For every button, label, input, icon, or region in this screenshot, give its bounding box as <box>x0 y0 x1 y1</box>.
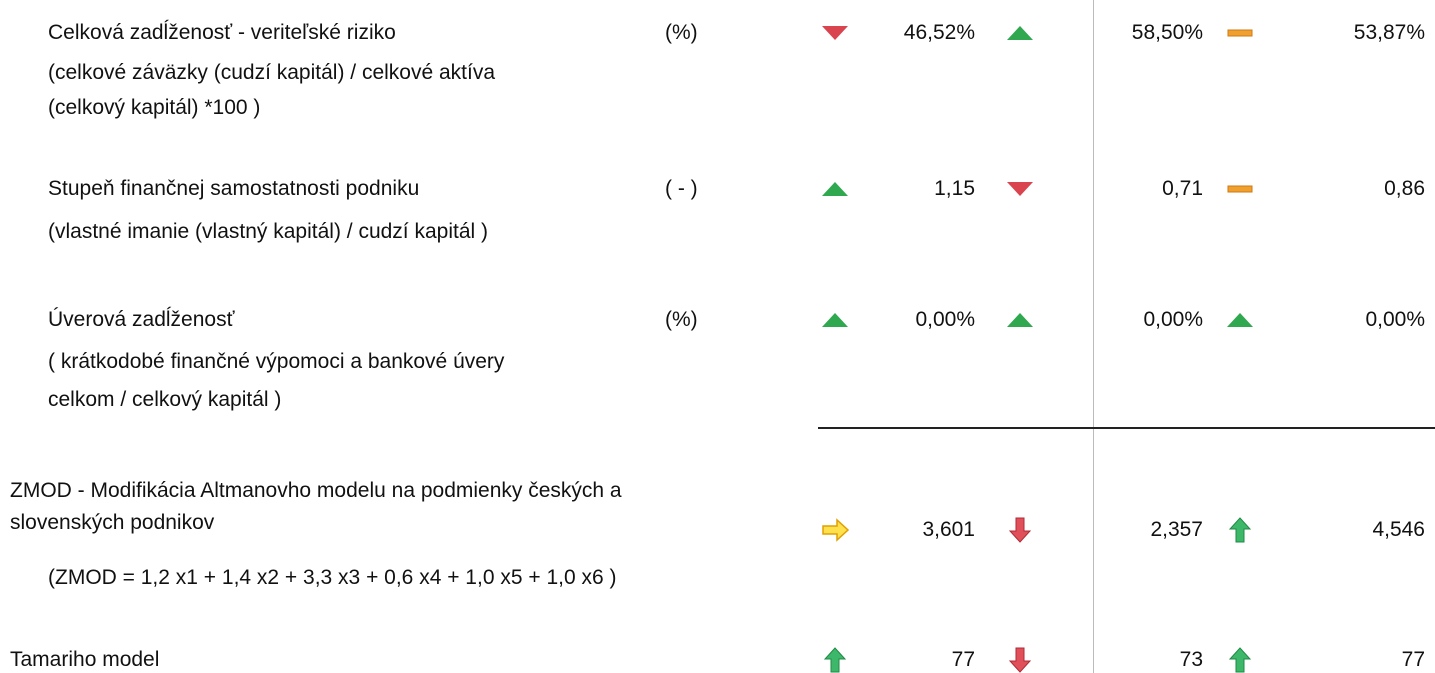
value: 0,71 <box>1162 177 1203 200</box>
row-label: (ZMOD = 1,2 x1 + 1,4 x2 + 3,3 x3 + 0,6 x… <box>48 566 617 589</box>
status-icon <box>1007 26 1033 40</box>
unit: ( - ) <box>665 177 698 200</box>
value: 2,357 <box>1150 518 1203 541</box>
status-icon <box>1228 647 1252 673</box>
status-icon <box>1228 517 1252 543</box>
status-icon <box>822 518 850 542</box>
row-label: slovenských podnikov <box>10 511 215 534</box>
value: 0,00% <box>915 308 975 331</box>
status-icon <box>1227 185 1253 193</box>
section-divider <box>818 427 1435 429</box>
row-label: (celkový kapitál) *100 ) <box>48 96 261 119</box>
status-icon <box>1008 517 1032 543</box>
row-label: (celkové záväzky (cudzí kapitál) / celko… <box>48 61 496 84</box>
status-icon <box>1227 29 1253 37</box>
value: 0,00% <box>1365 308 1425 331</box>
status-icon <box>822 182 848 196</box>
row-label: Tamariho model <box>10 648 160 671</box>
status-icon <box>1227 313 1253 327</box>
value: 4,546 <box>1372 518 1425 541</box>
row-label: celkom / celkový kapitál ) <box>48 388 282 411</box>
value: 58,50% <box>1131 21 1203 44</box>
row-label: ZMOD - Modifikácia Altmanovho modelu na … <box>10 479 622 502</box>
row-label: Úverová zadĺženosť <box>48 308 235 331</box>
status-icon <box>1008 647 1032 673</box>
value: 53,87% <box>1353 21 1425 44</box>
column-divider <box>1093 0 1094 673</box>
value: 0,86 <box>1384 177 1425 200</box>
value: 77 <box>951 648 975 671</box>
status-icon <box>822 26 848 40</box>
status-icon <box>823 647 847 673</box>
row-label: Celková zadĺženosť - veriteľské riziko <box>48 21 396 44</box>
row-label: ( krátkodobé finančné výpomoci a bankové… <box>48 350 505 373</box>
value: 0,00% <box>1143 308 1203 331</box>
unit: (%) <box>665 308 698 331</box>
status-icon <box>1007 182 1033 196</box>
value: 46,52% <box>903 21 975 44</box>
status-icon <box>1007 313 1033 327</box>
value: 77 <box>1401 648 1425 671</box>
value: 1,15 <box>934 177 975 200</box>
status-icon <box>822 313 848 327</box>
unit: (%) <box>665 21 698 44</box>
value: 3,601 <box>922 518 975 541</box>
row-label: (vlastné imanie (vlastný kapitál) / cudz… <box>48 220 489 243</box>
row-label: Stupeň finančnej samostatnosti podniku <box>48 177 420 200</box>
value: 73 <box>1179 648 1203 671</box>
